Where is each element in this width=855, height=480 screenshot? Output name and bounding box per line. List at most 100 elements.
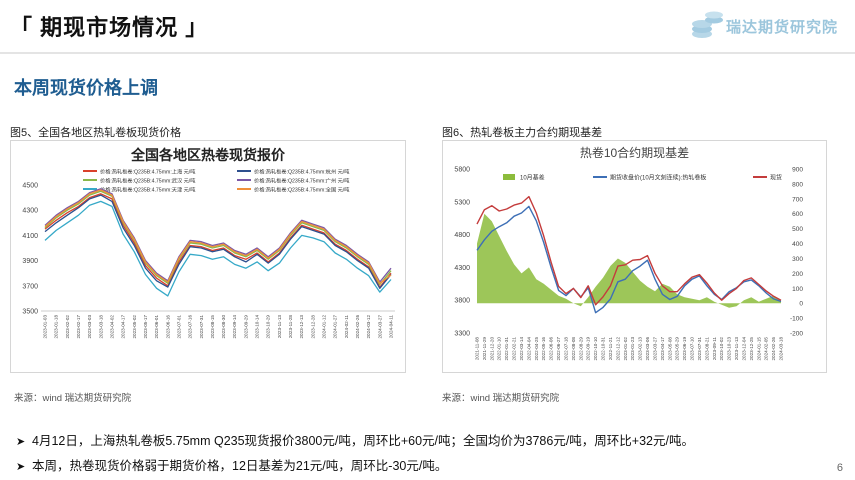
y2-tick-label: 800 xyxy=(792,181,803,188)
y2-tick-label: 200 xyxy=(792,271,803,278)
x-tick-label: 2022-02-21 xyxy=(512,337,517,361)
y-tick-label: 4500 xyxy=(22,183,38,190)
legend-label: 价格:热轧板卷:Q235B:4.75mm:天津 元/吨 xyxy=(100,186,195,194)
x-tick-label: 2023-01-02 xyxy=(623,337,628,361)
right-chart-caption: 图6、热轧卷板主力合约期现基差 xyxy=(442,127,603,139)
x-tick-label: 2022-08-29 xyxy=(578,337,583,361)
y2-tick-label: 600 xyxy=(792,211,803,218)
x-tick-label: 2022-12-12 xyxy=(615,337,620,361)
x-tick-label: 2022-10-31 xyxy=(601,337,606,361)
x-tick-label: 2022-03-14 xyxy=(519,337,524,361)
x-tick-label: 2023-10-14 xyxy=(255,315,260,339)
x-tick-label: 2023-08-21 xyxy=(704,337,709,361)
y2-tick-label: 300 xyxy=(792,256,803,263)
y-tick-label: 5300 xyxy=(454,199,470,206)
coin-stack-icon xyxy=(692,11,723,38)
legend-label: 现货 xyxy=(770,174,782,182)
y-tick-label: 4100 xyxy=(22,233,38,240)
x-tick-label: 2022-04-25 xyxy=(534,337,539,361)
y2-tick-label: 100 xyxy=(792,286,803,293)
x-tick-label: 2023-06-01 xyxy=(154,315,159,339)
x-tick-label: 2023-06-19 xyxy=(682,337,687,361)
x-tick-label: 2023-07-10 xyxy=(690,337,695,361)
legend-swatch xyxy=(503,174,515,180)
x-tick-label: 2023-03-18 xyxy=(98,315,103,339)
x-tick-label: 2023-09-29 xyxy=(243,315,248,339)
x-tick-label: 2024-01-15 xyxy=(756,337,761,361)
y2-tick-label: 700 xyxy=(792,196,803,203)
x-tick-label: 2023-12-25 xyxy=(749,337,754,361)
y-tick-label: 4300 xyxy=(22,208,38,215)
y2-tick-label: 0 xyxy=(799,301,803,308)
x-tick-label: 2024-03-12 xyxy=(366,315,371,339)
x-tick-label: 2023-04-17 xyxy=(660,337,665,361)
arrow-bullet-icon: ➤ xyxy=(16,436,26,448)
x-tick-label: 2023-09-14 xyxy=(232,315,237,339)
left-chart-source: 来源：wind 瑞达期货研究院 xyxy=(14,393,132,404)
x-tick-label: 2023-05-29 xyxy=(675,337,680,361)
left-chart-title: 全国各地区热卷现货报价 xyxy=(131,147,285,163)
x-tick-label: 2023-11-28 xyxy=(288,315,293,339)
x-tick-label: 2022-11-21 xyxy=(608,337,613,361)
y2-tick-label: 400 xyxy=(792,241,803,248)
x-tick-label: 2022-07-18 xyxy=(563,337,568,361)
page-header: 「 期现市场情况 」 瑞达期货研究院 xyxy=(0,0,855,60)
x-tick-label: 2023-05-02 xyxy=(132,315,137,339)
legend-label: 价格:热轧板卷:Q235B:4.75mm:杭州 元/吨 xyxy=(254,168,349,176)
right-chart-panel: 图6、热轧卷板主力合约期现基差 热卷10合约期现基差 10月基差 期货收盘价(10… xyxy=(442,124,847,373)
y-tick-label: 5800 xyxy=(454,167,470,174)
x-tick-label: 2023-05-17 xyxy=(143,315,148,339)
legend-label: 价格:热轧板卷:Q235B:4.75mm:上海 元/吨 xyxy=(100,168,195,176)
x-tick-label: 2023-07-01 xyxy=(176,315,181,339)
x-tick-label: 2023-07-16 xyxy=(188,315,193,339)
x-tick-label: 2023-02-13 xyxy=(638,337,643,361)
x-tick-label: 2021-12-20 xyxy=(489,337,494,361)
x-tick-label: 2024-02-26 xyxy=(355,315,360,339)
y2-tick-label: 500 xyxy=(792,226,803,233)
series-line xyxy=(44,190,392,286)
x-tick-label: 2024-02-26 xyxy=(771,337,776,361)
page-number: 6 xyxy=(836,462,843,474)
x-tick-label: 2024-02-05 xyxy=(764,337,769,361)
left-chart-frame: 全国各地区热卷现货报价 价格:热轧板卷:Q235B:4.75mm:上海 元/吨价… xyxy=(10,140,406,373)
right-chart-title: 热卷10合约期现基差 xyxy=(579,146,690,160)
series-line xyxy=(476,205,782,314)
bullet-text: 本周，热卷现货价格弱于期货价格，12日基差为21元/吨，周环比-30元/吨。 xyxy=(32,459,448,473)
section-title: 本周现货价格上调 xyxy=(14,78,158,98)
x-tick-label: 2023-10-02 xyxy=(719,337,724,361)
x-tick-label: 2023-11-13 xyxy=(277,315,282,339)
x-tick-label: 2023-05-08 xyxy=(667,337,672,361)
y-tick-label: 3500 xyxy=(22,309,38,316)
x-tick-label: 2022-04-04 xyxy=(526,337,531,361)
x-tick-label: 2024-03-18 xyxy=(779,337,784,361)
y2-tick-label: 900 xyxy=(792,167,803,174)
series-line xyxy=(44,200,392,297)
basis-area xyxy=(477,213,781,308)
x-tick-label: 2023-07-31 xyxy=(697,337,702,361)
arrow-bullet-icon: ➤ xyxy=(16,461,26,473)
legend-label: 价格:热轧板卷:Q235B:4.75mm:武汉 元/吨 xyxy=(100,177,195,185)
bullet-item: ➤ 4月12日，上海热轧卷板5.75mm Q235现货报价3800元/吨，周环比+… xyxy=(16,430,694,449)
x-tick-label: 2023-04-02 xyxy=(109,315,114,339)
x-tick-label: 2023-11-13 xyxy=(734,337,739,361)
right-chart-source: 来源：wind 瑞达期货研究院 xyxy=(442,393,560,404)
x-tick-label: 2023-10-23 xyxy=(727,337,732,361)
x-tick-label: 2022-05-16 xyxy=(541,337,546,361)
bullet-item: ➤ 本周，热卷现货价格弱于期货价格，12日基差为21元/吨，周环比-30元/吨。 xyxy=(16,455,447,474)
x-tick-label: 2023-09-11 xyxy=(712,337,717,361)
x-tick-label: 2023-08-15 xyxy=(210,315,215,339)
left-chart-caption: 图5、全国各地区热轧卷板现货价格 xyxy=(10,127,182,139)
y-tick-label: 3900 xyxy=(22,258,38,265)
x-tick-label: 2022-09-19 xyxy=(586,337,591,361)
x-tick-label: 2023-02-02 xyxy=(65,315,70,339)
page-title: 「 期现市场情况 」 xyxy=(10,15,209,40)
bullet-text: 4月12日，上海热轧卷板5.75mm Q235现货报价3800元/吨，周环比+6… xyxy=(32,434,694,448)
company-logo: 瑞达期货研究院 xyxy=(690,8,850,44)
y-tick-label: 4800 xyxy=(454,232,470,239)
regional-spot-price-chart: 价格:热轧板卷:Q235B:4.75mm:上海 元/吨 价格:热轧板卷:Q235B… xyxy=(22,168,395,339)
logo-text: 瑞达期货研究院 xyxy=(726,19,839,36)
x-tick-label: 2024-01-27 xyxy=(333,315,338,339)
x-tick-label: 2022-01-31 xyxy=(504,337,509,361)
y2-tick-label: -100 xyxy=(790,316,803,323)
x-tick-label: 2023-12-28 xyxy=(310,315,315,339)
